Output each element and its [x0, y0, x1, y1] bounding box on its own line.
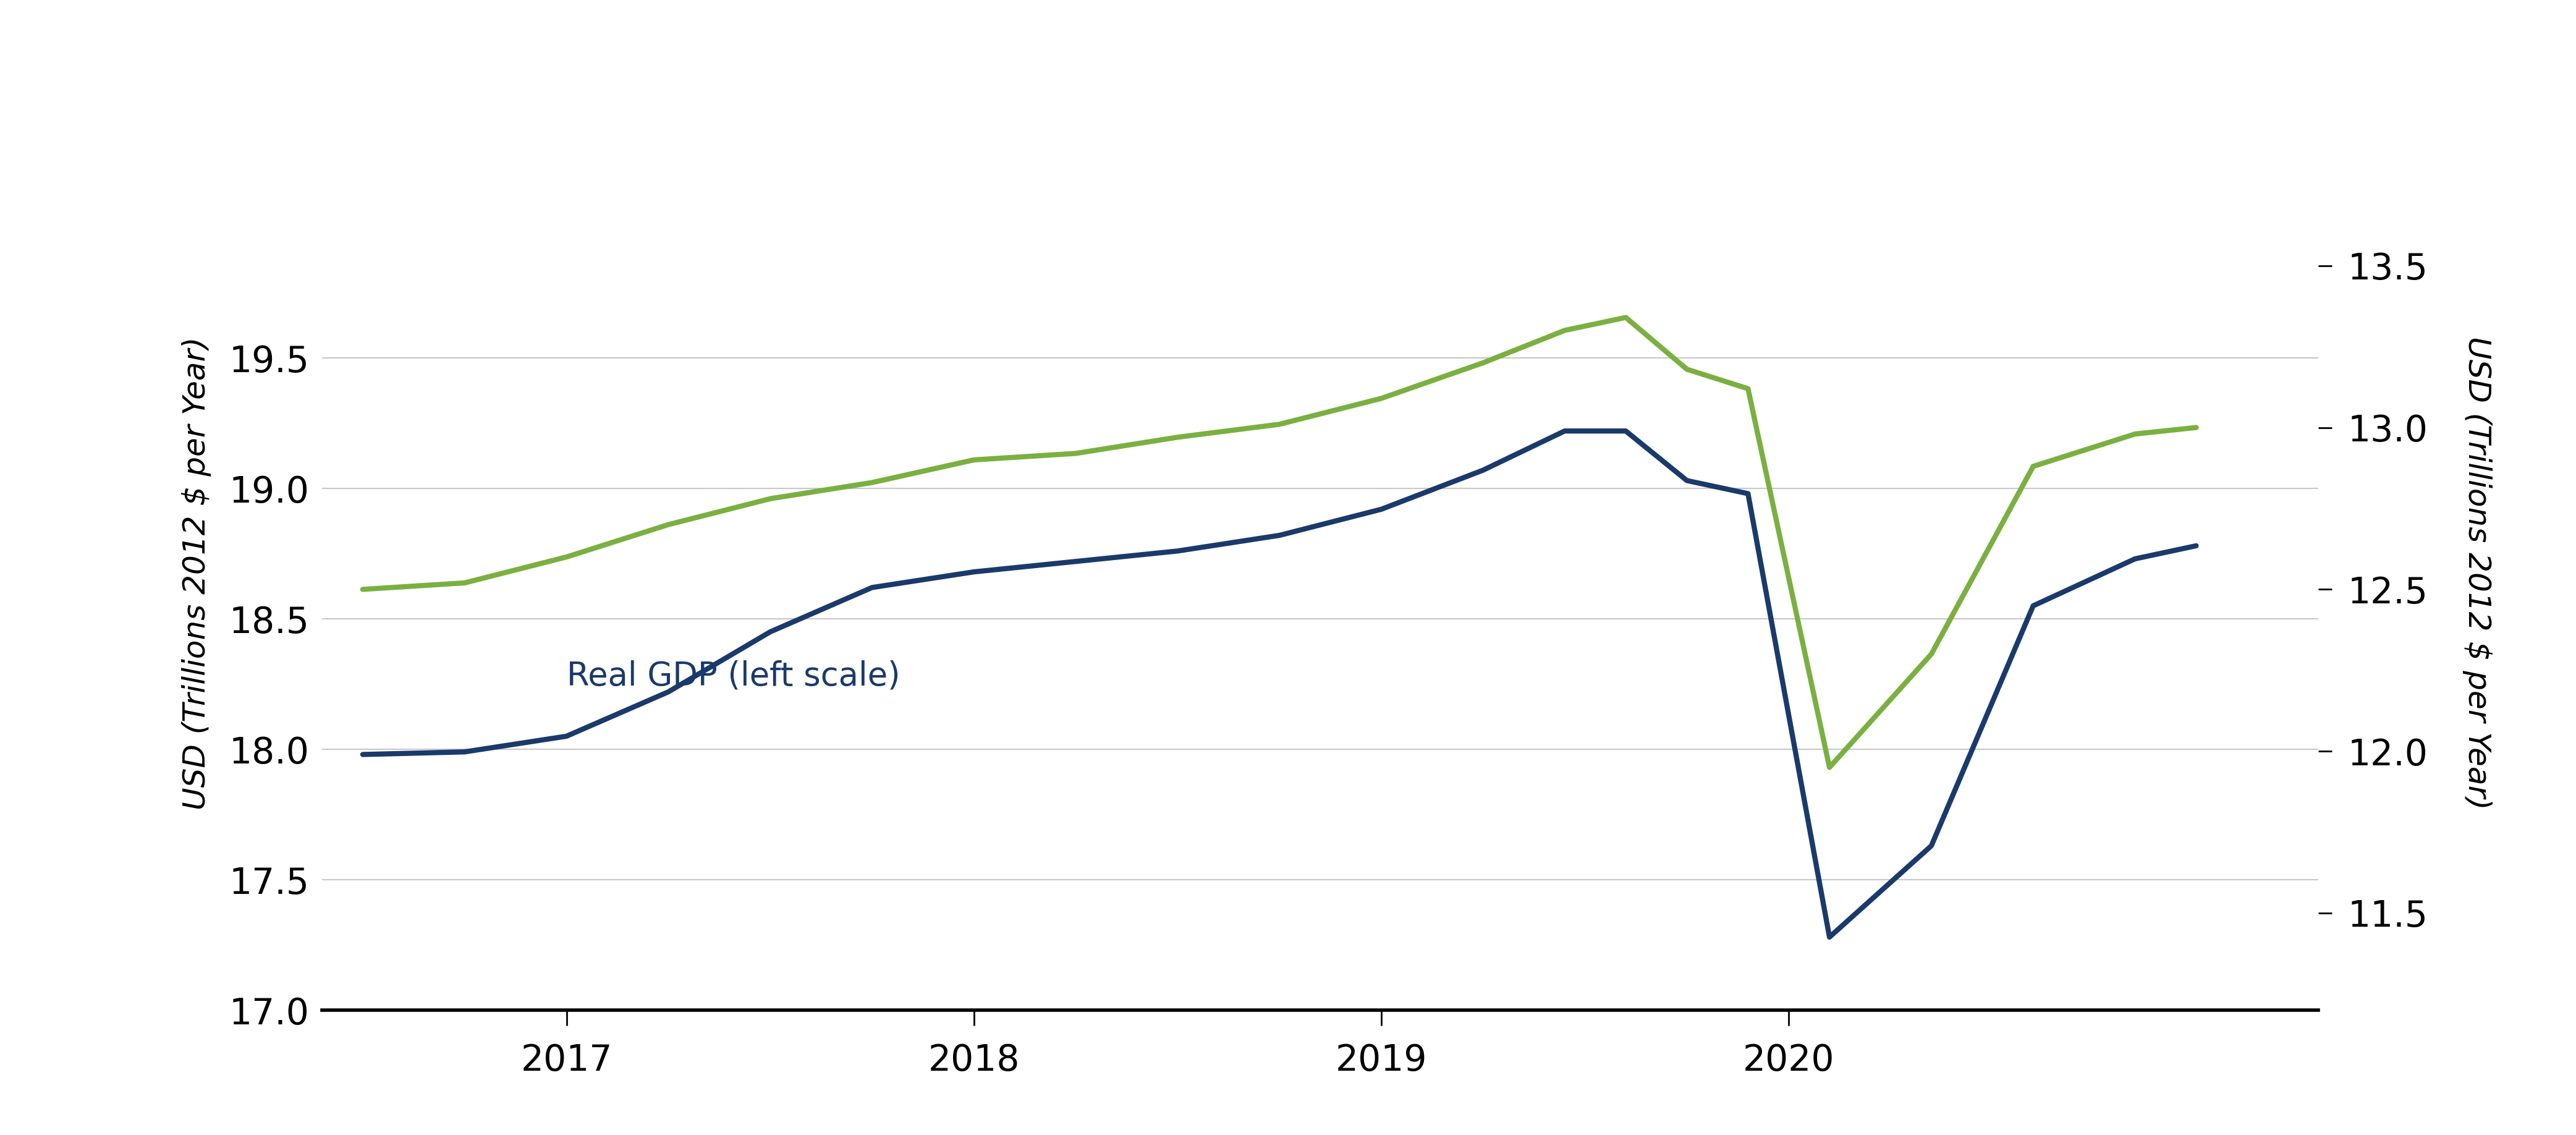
Y-axis label: USD (Trillions 2012 $ per Year): USD (Trillions 2012 $ per Year): [183, 337, 211, 809]
Y-axis label: USD (Trillions 2012 $ per Year): USD (Trillions 2012 $ per Year): [2463, 337, 2491, 809]
Text: Real GDP (left scale): Real GDP (left scale): [567, 661, 899, 692]
